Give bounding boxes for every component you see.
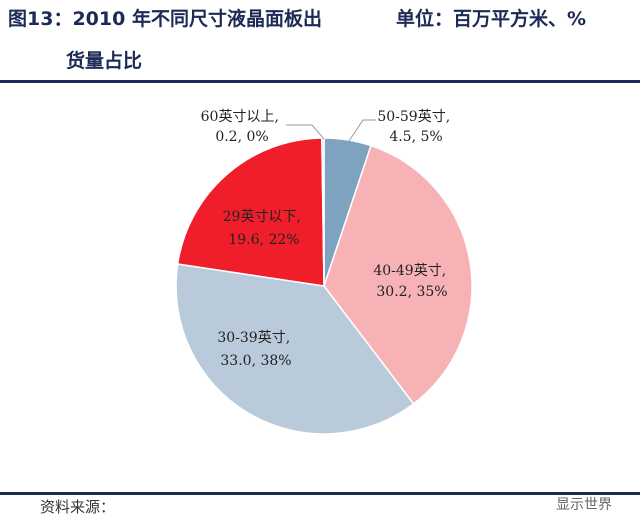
pie-slices [175, 137, 473, 435]
pie-slice-3 [176, 137, 325, 287]
leader-lines [286, 119, 376, 142]
label-40-49-values: 30.2, 35% [376, 284, 447, 300]
leader-line-60-plus [311, 124, 325, 140]
leader-line-50-59 [348, 119, 364, 142]
label-29-under-name: 29英寸以下, [223, 208, 301, 225]
label-30-39: 30-39英寸, 33.0, 38% [217, 329, 294, 369]
label-29-under-values: 19.6, 22% [228, 232, 299, 248]
title-year: 2010 [72, 8, 126, 30]
label-29-under: 29英寸以下, 19.6, 22% [223, 208, 306, 248]
chart-title: 图13：2010 年不同尺寸液晶面板出 [8, 4, 322, 31]
label-40-49: 40-49英寸, 30.2, 35% [373, 262, 450, 300]
footer-divider [0, 492, 640, 495]
label-60-plus-values: 0.2, 0% [215, 129, 268, 145]
label-60-plus-name: 60英寸以上, [201, 108, 279, 125]
slice-labels: 60英寸以上, 0.2, 0% 50-59英寸, 4.5, 5% 29英寸以下,… [201, 108, 454, 369]
label-50-59: 50-59英寸, 4.5, 5% [377, 108, 454, 145]
source-label: 资料来源： [40, 498, 116, 516]
pie-slice-2 [175, 263, 415, 435]
watermark-text: 显示世界 [556, 497, 612, 513]
label-40-49-name: 40-49英寸, [373, 262, 446, 279]
label-50-59-name: 50-59英寸, [377, 108, 450, 125]
label-60-plus: 60英寸以上, 0.2, 0% [201, 108, 284, 145]
title-main: 年不同尺寸液晶面板出 [125, 8, 322, 30]
chart-title-continued: 货量占比 [66, 50, 143, 72]
header-divider [0, 80, 640, 83]
title-prefix: 图13： [8, 8, 73, 30]
label-50-59-values: 4.5, 5% [389, 129, 442, 145]
unit-label: 单位：百万平方米、% [396, 8, 587, 30]
label-30-39-values: 33.0, 38% [220, 353, 291, 369]
pie-slice-1 [323, 144, 473, 405]
label-30-39-name: 30-39英寸, [217, 329, 290, 346]
